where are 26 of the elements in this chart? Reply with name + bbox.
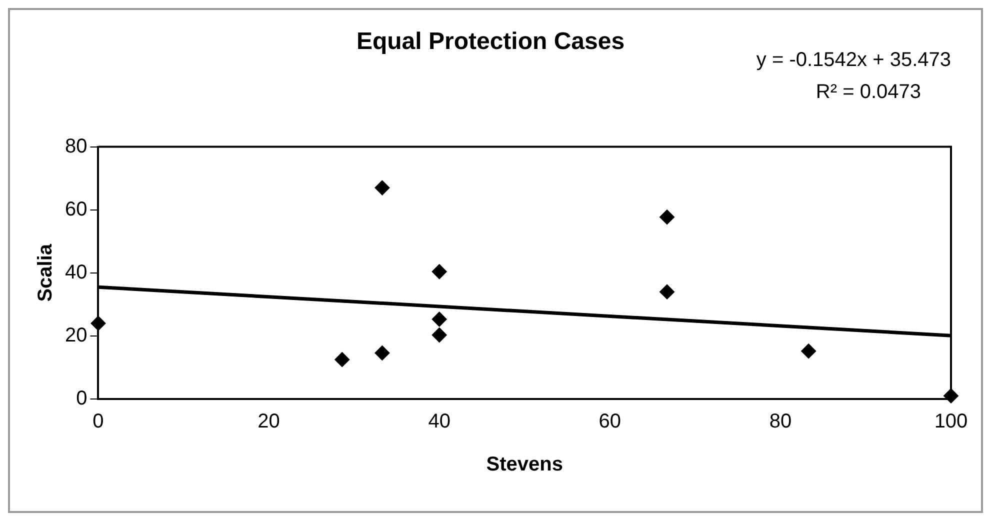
point (801, 344, 816, 359)
point (374, 345, 390, 360)
y-tick-label: 0 (76, 388, 88, 410)
y-tick-label: 40 (64, 261, 88, 284)
y-tick-label: 60 (64, 198, 88, 220)
point (432, 312, 447, 327)
y-axis-title: Scalia (34, 243, 57, 302)
text: y = -0.1542x + 35.473 (756, 49, 951, 71)
y-tick-label: 80 (64, 135, 88, 158)
chart-title: Equal Protection Cases (356, 28, 625, 56)
point (334, 352, 350, 368)
point (660, 210, 675, 225)
text: R² = 0.0473 (816, 81, 921, 103)
x-tick-label: 80 (769, 410, 792, 433)
x-tick-label: 60 (598, 410, 622, 433)
point (90, 316, 106, 331)
y-tick-label: 20 (64, 324, 88, 346)
point (374, 180, 390, 196)
point (432, 328, 447, 343)
x-tick-label: 40 (428, 410, 450, 433)
x-tick-label: 20 (258, 410, 280, 433)
point (432, 264, 447, 280)
x-axis-title: Stevens (486, 454, 563, 476)
x-tick-label: 0 (92, 410, 104, 433)
x-tick-label: 100 (934, 410, 968, 433)
point (660, 284, 675, 300)
